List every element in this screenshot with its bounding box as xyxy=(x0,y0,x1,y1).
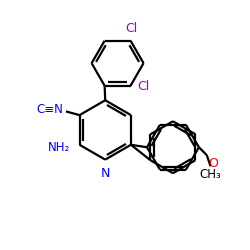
Text: C≡N: C≡N xyxy=(36,103,63,116)
Text: Cl: Cl xyxy=(138,80,150,94)
Text: N: N xyxy=(100,166,110,179)
Text: Cl: Cl xyxy=(126,22,138,35)
Text: CH₃: CH₃ xyxy=(200,168,222,181)
Text: O: O xyxy=(208,157,218,170)
Text: NH₂: NH₂ xyxy=(48,141,70,154)
